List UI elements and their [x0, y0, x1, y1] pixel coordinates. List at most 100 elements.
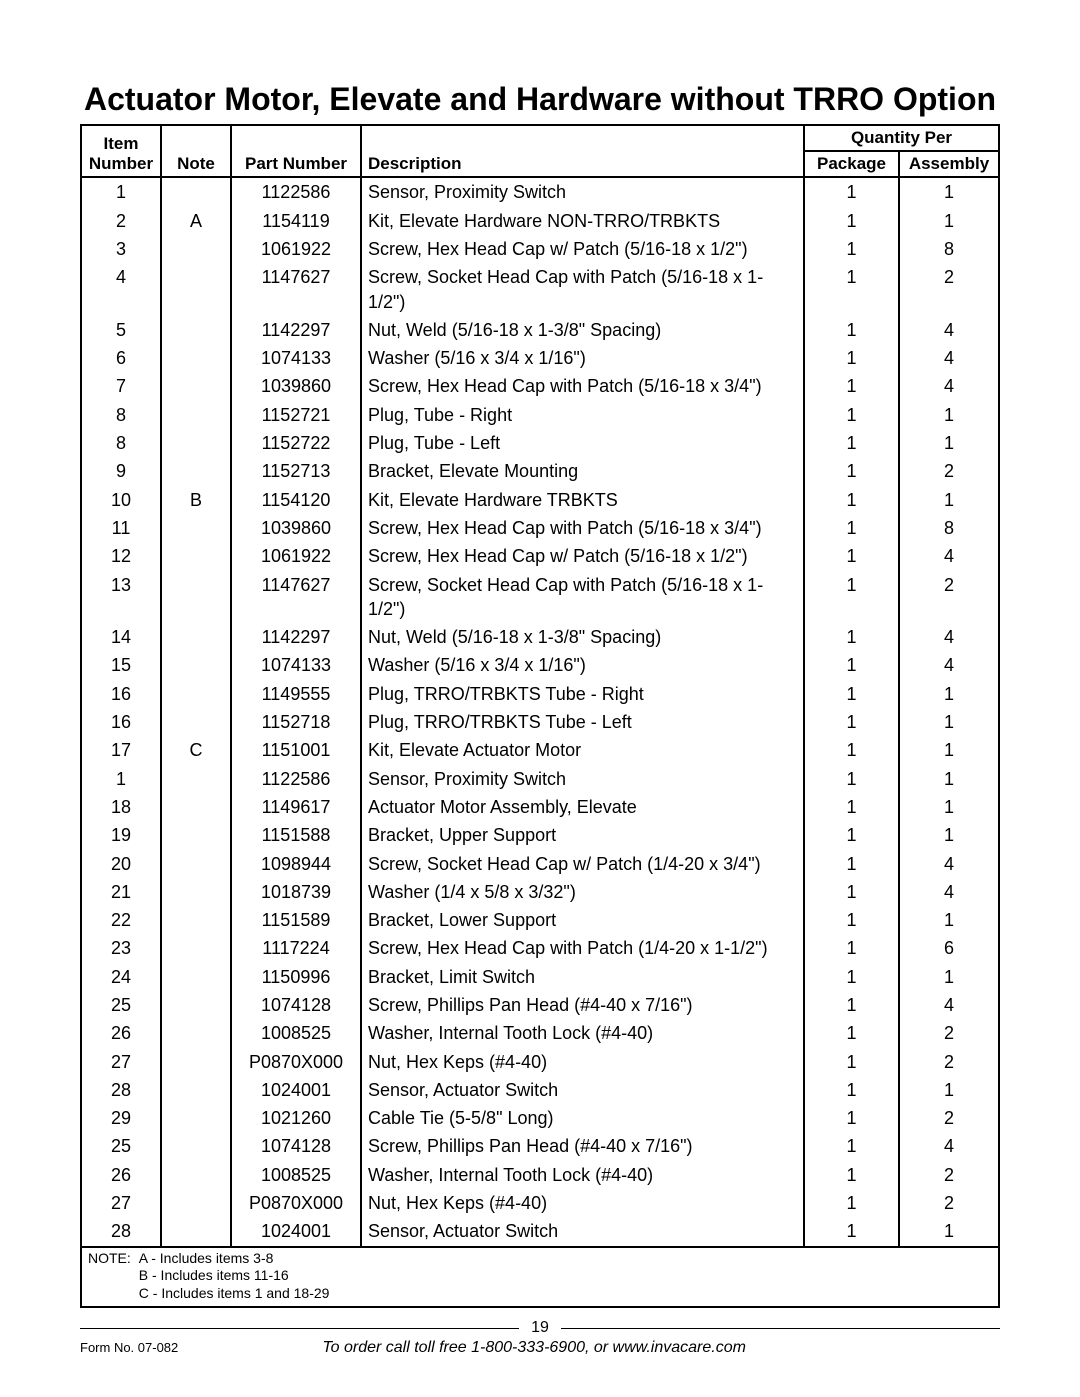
cell-asm: 4 [899, 878, 999, 906]
cell-pkg: 1 [804, 1217, 899, 1246]
cell-item: 7 [81, 372, 161, 400]
cell-note [161, 651, 231, 679]
cell-item: 9 [81, 457, 161, 485]
cell-item: 26 [81, 1019, 161, 1047]
cell-asm: 8 [899, 514, 999, 542]
cell-item: 13 [81, 571, 161, 624]
cell-asm: 1 [899, 429, 999, 457]
cell-note [161, 708, 231, 736]
table-row: 181149617Actuator Motor Assembly, Elevat… [81, 793, 999, 821]
hdr-description: Description [361, 125, 804, 177]
table-row: 221151589Bracket, Lower Support11 [81, 906, 999, 934]
cell-note [161, 991, 231, 1019]
cell-item: 23 [81, 934, 161, 962]
footer-rule-left [80, 1328, 519, 1329]
cell-asm: 8 [899, 235, 999, 263]
cell-desc: Bracket, Limit Switch [361, 963, 804, 991]
notes-label: NOTE: [88, 1250, 131, 1303]
cell-item: 1 [81, 177, 161, 206]
table-row: 251074128Screw, Phillips Pan Head (#4-40… [81, 1132, 999, 1160]
hdr-package: Package [804, 151, 899, 177]
cell-pkg: 1 [804, 401, 899, 429]
cell-item: 26 [81, 1161, 161, 1189]
table-row: 241150996Bracket, Limit Switch11 [81, 963, 999, 991]
table-row: 131147627Screw, Socket Head Cap with Pat… [81, 571, 999, 624]
cell-note: B [161, 486, 231, 514]
cell-item: 2 [81, 207, 161, 235]
table-row: 111039860Screw, Hex Head Cap with Patch … [81, 514, 999, 542]
cell-asm: 2 [899, 457, 999, 485]
cell-part: 1142297 [231, 623, 361, 651]
table-row: 161152718Plug, TRRO/TRBKTS Tube - Left11 [81, 708, 999, 736]
cell-desc: Actuator Motor Assembly, Elevate [361, 793, 804, 821]
cell-desc: Screw, Phillips Pan Head (#4-40 x 7/16") [361, 991, 804, 1019]
cell-item: 28 [81, 1076, 161, 1104]
cell-pkg: 1 [804, 680, 899, 708]
hdr-note: Note [161, 125, 231, 177]
cell-note [161, 235, 231, 263]
table-row: 201098944Screw, Socket Head Cap w/ Patch… [81, 850, 999, 878]
cell-desc: Screw, Hex Head Cap with Patch (1/4-20 x… [361, 934, 804, 962]
cell-desc: Screw, Socket Head Cap with Patch (5/16-… [361, 571, 804, 624]
table-row: 81152722Plug, Tube - Left11 [81, 429, 999, 457]
cell-pkg: 1 [804, 878, 899, 906]
cell-item: 24 [81, 963, 161, 991]
cell-note [161, 680, 231, 708]
cell-asm: 4 [899, 850, 999, 878]
cell-part: 1154120 [231, 486, 361, 514]
cell-pkg: 1 [804, 1019, 899, 1047]
cell-item: 21 [81, 878, 161, 906]
cell-pkg: 1 [804, 708, 899, 736]
table-row: 17C1151001Kit, Elevate Actuator Motor11 [81, 736, 999, 764]
cell-asm: 1 [899, 401, 999, 429]
table-row: 2A1154119Kit, Elevate Hardware NON-TRRO/… [81, 207, 999, 235]
cell-part: 1039860 [231, 372, 361, 400]
cell-item: 8 [81, 401, 161, 429]
cell-note [161, 906, 231, 934]
cell-part: 1074128 [231, 991, 361, 1019]
cell-asm: 1 [899, 793, 999, 821]
cell-item: 29 [81, 1104, 161, 1132]
cell-note [161, 1048, 231, 1076]
table-row: 71039860Screw, Hex Head Cap with Patch (… [81, 372, 999, 400]
cell-part: 1142297 [231, 316, 361, 344]
parts-table: Item Number Note Part Number Description… [80, 124, 1000, 1247]
page-number: 19 [531, 1319, 549, 1337]
cell-item: 3 [81, 235, 161, 263]
cell-item: 11 [81, 514, 161, 542]
cell-pkg: 1 [804, 821, 899, 849]
cell-part: 1021260 [231, 1104, 361, 1132]
cell-asm: 1 [899, 736, 999, 764]
cell-pkg: 1 [804, 344, 899, 372]
cell-desc: Kit, Elevate Actuator Motor [361, 736, 804, 764]
cell-desc: Nut, Hex Keps (#4-40) [361, 1048, 804, 1076]
cell-part: 1074128 [231, 1132, 361, 1160]
cell-desc: Sensor, Actuator Switch [361, 1076, 804, 1104]
cell-asm: 1 [899, 1217, 999, 1246]
cell-item: 25 [81, 1132, 161, 1160]
cell-part: 1154119 [231, 207, 361, 235]
order-info: To order call toll free 1-800-333-6900, … [178, 1339, 890, 1357]
cell-item: 19 [81, 821, 161, 849]
cell-note [161, 1104, 231, 1132]
cell-note [161, 429, 231, 457]
cell-desc: Washer (5/16 x 3/4 x 1/16") [361, 651, 804, 679]
cell-pkg: 1 [804, 457, 899, 485]
cell-part: 1039860 [231, 514, 361, 542]
cell-desc: Plug, TRRO/TRBKTS Tube - Left [361, 708, 804, 736]
table-row: 91152713Bracket, Elevate Mounting12 [81, 457, 999, 485]
cell-note [161, 514, 231, 542]
hdr-part-number: Part Number [231, 125, 361, 177]
cell-pkg: 1 [804, 542, 899, 570]
cell-asm: 2 [899, 1104, 999, 1132]
hdr-assembly: Assembly [899, 151, 999, 177]
cell-part: 1024001 [231, 1076, 361, 1104]
cell-asm: 4 [899, 623, 999, 651]
cell-part: 1061922 [231, 235, 361, 263]
table-row: 81152721Plug, Tube - Right11 [81, 401, 999, 429]
table-row: 291021260Cable Tie (5-5/8" Long)12 [81, 1104, 999, 1132]
cell-item: 18 [81, 793, 161, 821]
cell-note: C [161, 736, 231, 764]
hdr-item-top: Item [104, 134, 139, 153]
cell-note [161, 1076, 231, 1104]
